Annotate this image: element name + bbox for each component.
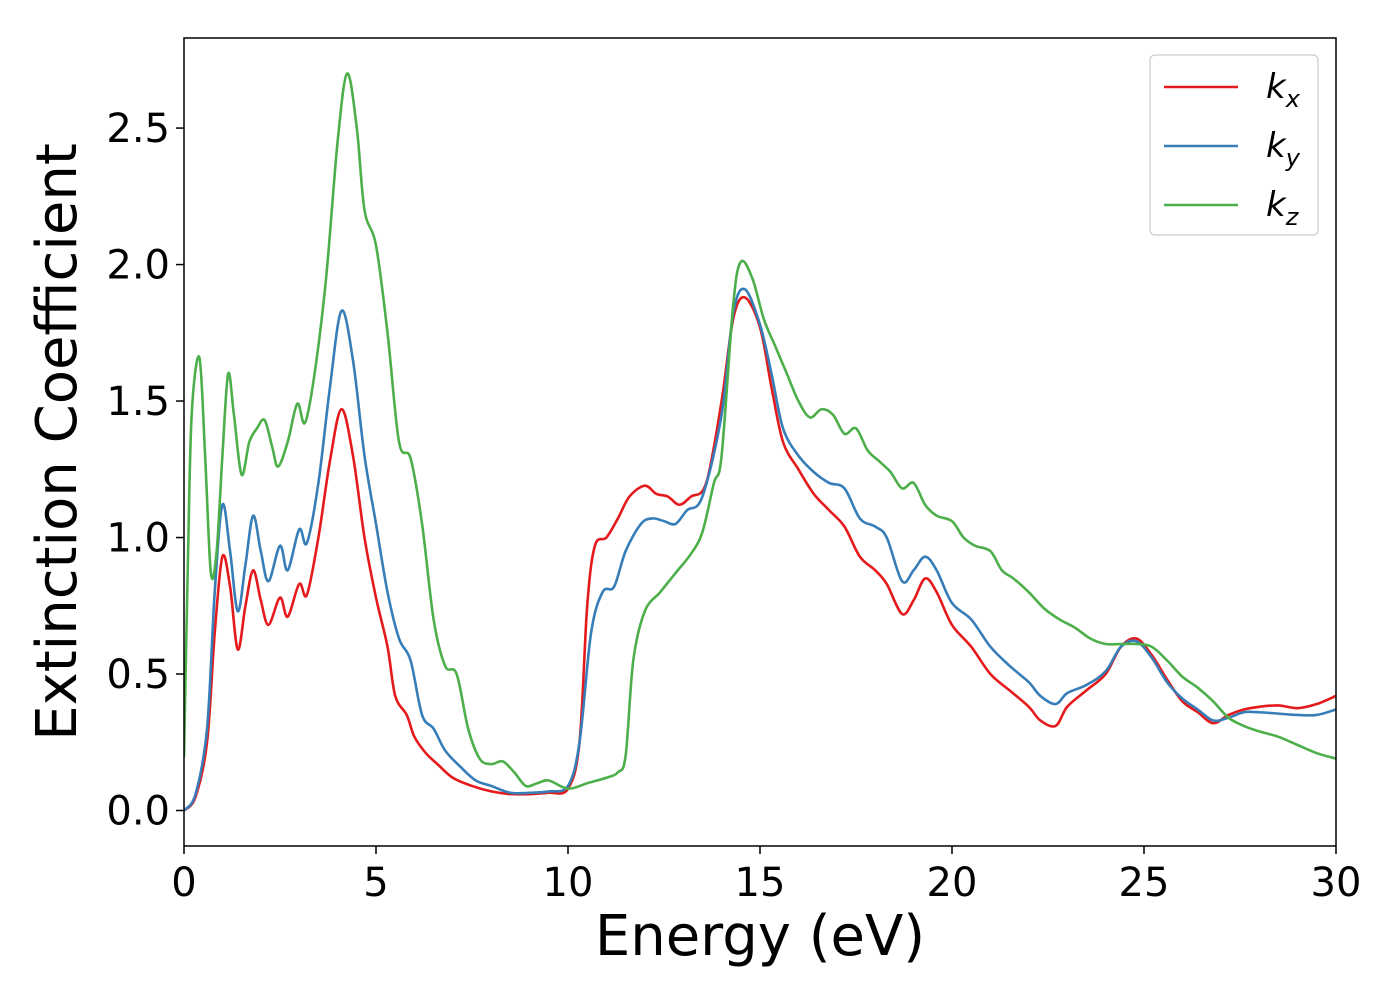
legend-label-y: ky [1266,126,1301,172]
y-axis-ticks: 0.0 0.5 1.0 1.5 2.0 2.5 [106,106,184,835]
y-tick-label: 1.0 [106,516,170,562]
series-line-x [184,295,1336,812]
x-tick-label: 0 [171,860,196,906]
x-tick-label: 5 [363,860,388,906]
x-axis-title: Energy (eV) [595,904,925,969]
y-tick-label: 0.0 [106,789,170,835]
y-tick-label: 1.5 [106,379,170,425]
x-tick-label: 15 [735,860,786,906]
series-line-y [184,287,1336,812]
x-tick-label: 20 [927,860,978,906]
legend: kx ky kz [1149,54,1319,236]
legend-label-x: kx [1266,67,1301,113]
y-tick-label: 0.5 [106,652,170,698]
x-tick-label: 10 [543,860,594,906]
x-axis-ticks: 0 5 10 15 20 25 30 [171,846,1361,906]
y-tick-label: 2.0 [106,243,170,289]
y-axis-title: Extinction Coefficient [25,143,90,741]
series-layer [184,72,1336,812]
x-tick-label: 30 [1311,860,1362,906]
x-tick-label: 25 [1119,860,1170,906]
series-line-z [184,72,1336,790]
legend-label-z: kz [1266,185,1300,231]
y-tick-label: 2.5 [106,106,170,152]
